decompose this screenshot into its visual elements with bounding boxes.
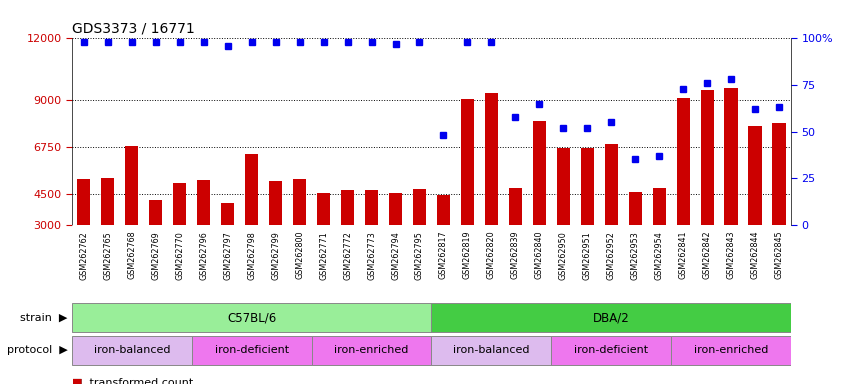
Text: GSM262770: GSM262770 xyxy=(175,231,184,280)
Text: C57BL/6: C57BL/6 xyxy=(227,311,277,324)
Bar xyxy=(605,144,618,225)
Bar xyxy=(269,181,283,225)
Text: GSM262798: GSM262798 xyxy=(247,231,256,280)
Bar xyxy=(724,88,738,225)
Text: iron-enriched: iron-enriched xyxy=(334,345,409,356)
Bar xyxy=(772,123,786,225)
Bar xyxy=(293,179,306,225)
Text: GSM262839: GSM262839 xyxy=(511,231,519,280)
Bar xyxy=(552,336,671,365)
Text: GSM262952: GSM262952 xyxy=(607,231,616,280)
Bar xyxy=(485,93,498,225)
Text: protocol  ▶: protocol ▶ xyxy=(7,345,68,356)
Text: GSM262773: GSM262773 xyxy=(367,231,376,280)
Text: GSM262800: GSM262800 xyxy=(295,231,304,279)
Bar xyxy=(629,192,642,225)
Text: GSM262817: GSM262817 xyxy=(439,231,448,280)
Bar xyxy=(671,336,791,365)
Text: GSM262771: GSM262771 xyxy=(319,231,328,280)
Bar xyxy=(317,192,330,225)
Text: GSM262842: GSM262842 xyxy=(703,231,711,280)
Bar xyxy=(72,336,192,365)
Text: GSM262768: GSM262768 xyxy=(128,231,136,280)
Text: GSM262843: GSM262843 xyxy=(727,231,735,279)
Text: iron-deficient: iron-deficient xyxy=(574,345,648,356)
Text: GSM262950: GSM262950 xyxy=(559,231,568,280)
Text: GSM262841: GSM262841 xyxy=(678,231,688,279)
Bar xyxy=(192,336,311,365)
Text: DBA/2: DBA/2 xyxy=(593,311,629,324)
Bar xyxy=(365,190,378,225)
Text: strain  ▶: strain ▶ xyxy=(20,313,68,323)
Text: GSM262840: GSM262840 xyxy=(535,231,544,279)
Bar xyxy=(461,99,474,225)
Bar xyxy=(431,336,552,365)
Text: GSM262845: GSM262845 xyxy=(775,231,783,280)
Text: GSM262769: GSM262769 xyxy=(151,231,160,280)
Text: GSM262799: GSM262799 xyxy=(272,231,280,280)
Text: GSM262765: GSM262765 xyxy=(103,231,113,280)
Bar xyxy=(221,203,234,225)
Bar xyxy=(749,126,761,225)
Text: GSM262772: GSM262772 xyxy=(343,231,352,280)
Bar xyxy=(149,200,162,225)
Text: iron-balanced: iron-balanced xyxy=(94,345,170,356)
Bar xyxy=(72,303,431,333)
Bar xyxy=(102,178,114,225)
Bar xyxy=(557,148,570,225)
Text: GSM262794: GSM262794 xyxy=(391,231,400,280)
Bar xyxy=(431,303,791,333)
Text: GSM262954: GSM262954 xyxy=(655,231,663,280)
Text: ■  transformed count: ■ transformed count xyxy=(72,378,193,384)
Bar xyxy=(508,189,522,225)
Bar xyxy=(700,90,714,225)
Bar xyxy=(652,189,666,225)
Text: GSM262762: GSM262762 xyxy=(80,231,88,280)
Bar xyxy=(580,148,594,225)
Bar xyxy=(77,179,91,225)
Text: GSM262795: GSM262795 xyxy=(415,231,424,280)
Bar xyxy=(389,192,402,225)
Text: GSM262951: GSM262951 xyxy=(583,231,591,280)
Bar xyxy=(677,98,689,225)
Text: GDS3373 / 16771: GDS3373 / 16771 xyxy=(72,22,195,36)
Bar xyxy=(311,336,431,365)
Text: GSM262844: GSM262844 xyxy=(750,231,760,279)
Bar xyxy=(533,121,546,225)
Text: iron-balanced: iron-balanced xyxy=(453,345,530,356)
Bar xyxy=(245,154,258,225)
Text: GSM262819: GSM262819 xyxy=(463,231,472,280)
Text: ■: ■ xyxy=(72,378,82,384)
Bar xyxy=(341,190,354,225)
Bar xyxy=(197,180,211,225)
Text: GSM262797: GSM262797 xyxy=(223,231,232,280)
Bar xyxy=(437,195,450,225)
Bar xyxy=(413,189,426,225)
Text: iron-deficient: iron-deficient xyxy=(215,345,288,356)
Bar xyxy=(173,183,186,225)
Text: GSM262953: GSM262953 xyxy=(631,231,640,280)
Text: GSM262820: GSM262820 xyxy=(487,231,496,280)
Text: GSM262796: GSM262796 xyxy=(200,231,208,280)
Bar xyxy=(125,146,139,225)
Text: iron-enriched: iron-enriched xyxy=(694,345,768,356)
